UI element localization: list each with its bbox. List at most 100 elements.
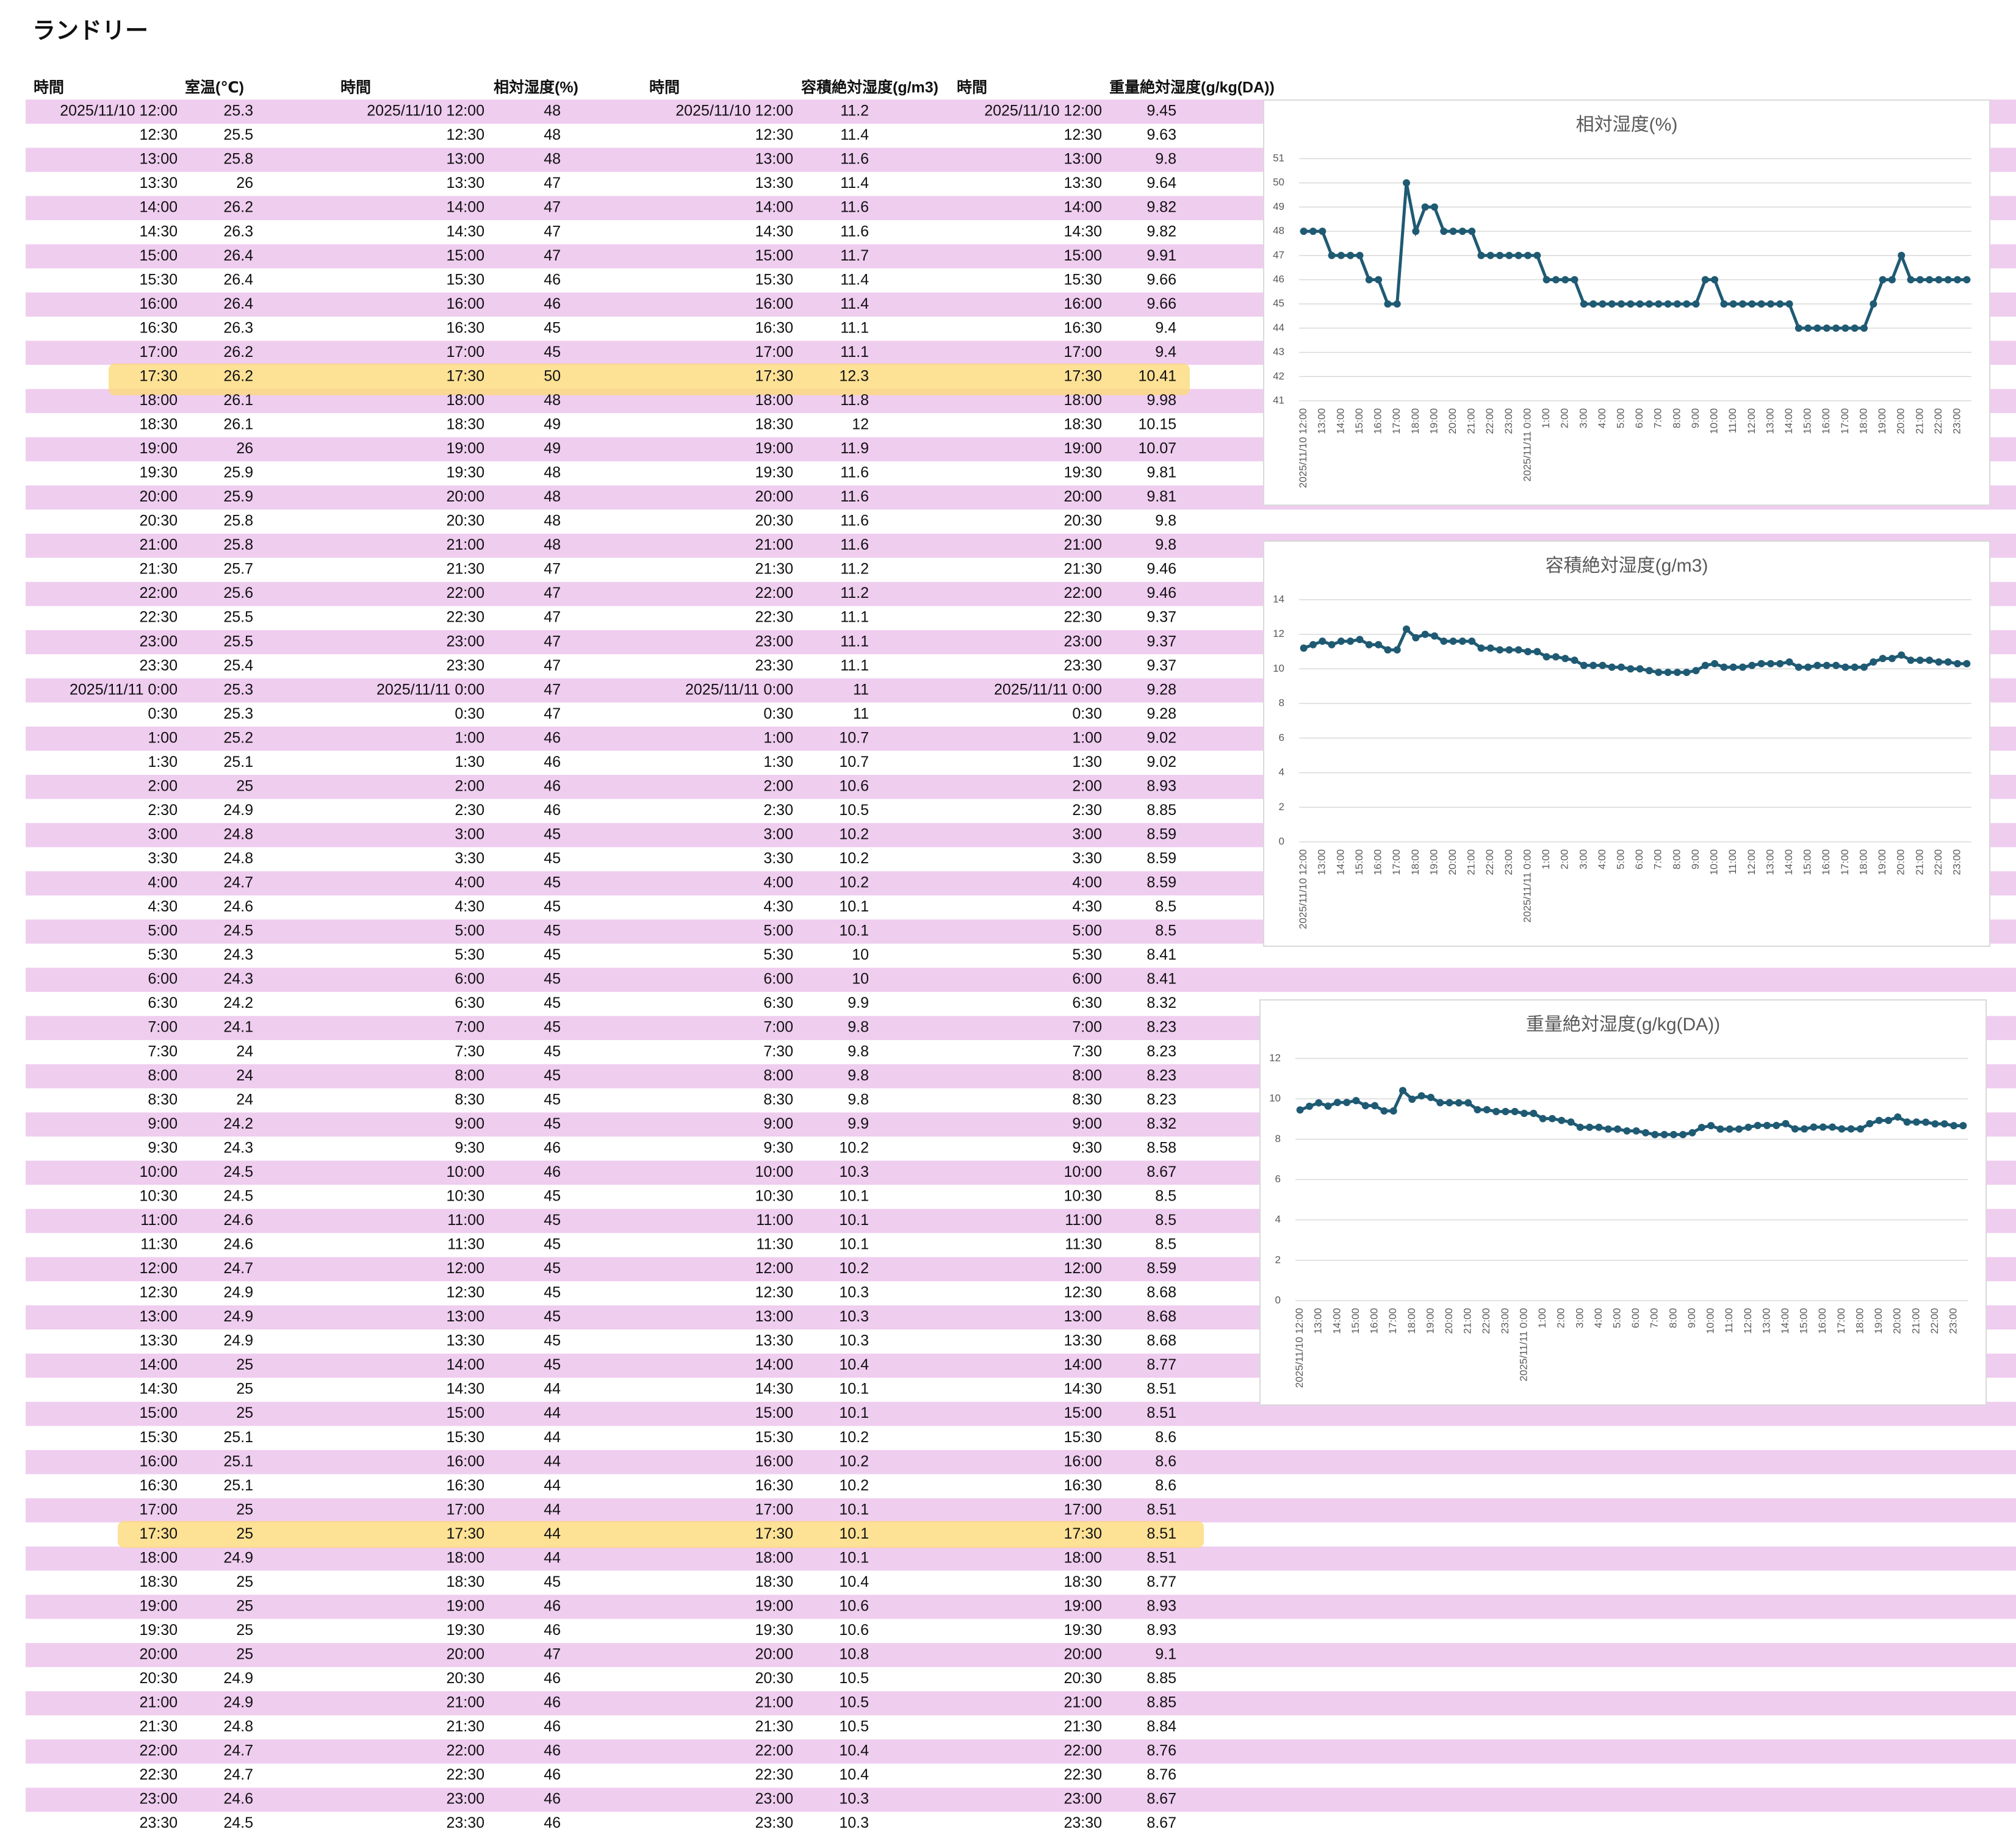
data-point [1664, 300, 1672, 308]
data-point [1903, 1118, 1911, 1126]
cell: 20:30 [139, 1670, 178, 1687]
data-point [1514, 646, 1522, 654]
cell: 9.45 [1147, 102, 1176, 120]
cell: 10:00 [755, 1163, 793, 1180]
data-point [1898, 251, 1906, 259]
cell: 7:30 [763, 1043, 793, 1060]
cell: 8.67 [1147, 1814, 1176, 1831]
cell: 11.4 [840, 174, 869, 192]
cell: 12:00 [755, 1260, 793, 1277]
x-tick-label: 13:00 [1316, 849, 1328, 875]
y-tick-label: 46 [1273, 273, 1284, 285]
cell: 2025/11/11 0:00 [685, 681, 793, 698]
cell: 25.3 [223, 102, 253, 120]
cell: 24.6 [223, 1212, 253, 1229]
cell: 26.4 [223, 247, 253, 264]
data-point [1296, 1106, 1304, 1114]
x-tick-label: 16:00 [1820, 408, 1832, 434]
cell: 11.1 [840, 343, 869, 361]
x-tick-label: 6:00 [1633, 849, 1645, 869]
cell: 18:00 [139, 392, 178, 409]
data-point [1608, 663, 1616, 671]
data-point [1757, 659, 1765, 667]
cell: 23:00 [446, 633, 484, 650]
cell: 3:30 [763, 850, 793, 867]
cell: 8:30 [763, 1091, 793, 1108]
sheet-title: ランドリー [32, 18, 148, 44]
x-tick-label: 8:00 [1671, 408, 1682, 428]
cell: 24.5 [223, 1187, 253, 1204]
cell: 25 [236, 1501, 253, 1518]
x-tick-label: 8:00 [1671, 849, 1682, 869]
cell: 11:30 [756, 1236, 793, 1253]
cell: 25.3 [223, 681, 253, 698]
x-tick-label: 1:00 [1540, 408, 1552, 428]
cell: 17:00 [446, 343, 484, 361]
cell: 25.5 [223, 126, 253, 143]
cell: 25.9 [223, 464, 253, 481]
cell: 46 [544, 1766, 561, 1783]
cell: 19:00 [446, 1597, 484, 1614]
cell: 7:00 [455, 1019, 484, 1036]
cell: 9.66 [1147, 271, 1176, 288]
data-point [1347, 638, 1355, 645]
cell: 1:30 [455, 753, 484, 771]
cell: 8.23 [1147, 1043, 1176, 1060]
data-point [1561, 655, 1569, 663]
data-point [1365, 641, 1373, 648]
cell: 8.6 [1155, 1429, 1176, 1446]
cell: 22:00 [139, 584, 178, 602]
cell: 11.8 [840, 392, 869, 409]
cell: 9:30 [148, 1139, 178, 1156]
cell: 10.3 [839, 1814, 869, 1831]
y-tick-label: 49 [1273, 201, 1284, 212]
x-tick-label: 14:00 [1334, 408, 1346, 434]
x-tick-label: 6:00 [1633, 408, 1645, 428]
cell: 4:30 [148, 898, 178, 915]
cell: 8.5 [1155, 898, 1176, 915]
x-tick-label: 15:00 [1798, 1308, 1810, 1334]
row-band [26, 968, 2016, 992]
data-point [1505, 251, 1513, 259]
data-point [1412, 228, 1420, 235]
data-point [1791, 1125, 1799, 1133]
x-tick-label: 3:00 [1577, 408, 1589, 428]
cell: 4:30 [455, 898, 484, 915]
data-point [1543, 653, 1550, 661]
x-tick-label: 9:00 [1690, 408, 1701, 428]
x-tick-label: 11:00 [1727, 408, 1738, 433]
cell: 11.6 [840, 512, 869, 530]
cell: 8.77 [1147, 1356, 1176, 1373]
row-band [26, 1691, 2016, 1715]
data-point [1866, 1119, 1874, 1127]
cell: 10.7 [839, 753, 869, 771]
cell: 9.91 [1147, 247, 1176, 264]
cell: 8:30 [148, 1091, 178, 1108]
cell: 10.1 [839, 1501, 869, 1518]
cell: 1:00 [455, 729, 484, 746]
y-tick-label: 44 [1273, 322, 1284, 333]
cell: 8.51 [1147, 1501, 1176, 1518]
x-tick-label: 14:00 [1334, 849, 1346, 875]
x-tick-label: 10:00 [1708, 408, 1720, 434]
column-header: 時間 [957, 79, 987, 96]
data-point [1819, 1123, 1827, 1131]
cell: 45 [544, 994, 561, 1011]
cell: 6:30 [763, 994, 793, 1011]
y-tick-label: 2 [1279, 801, 1284, 813]
row-band [26, 1643, 2016, 1667]
cell: 18:30 [139, 415, 178, 433]
row-band [26, 1595, 2016, 1619]
cell: 24.8 [223, 850, 253, 867]
cell: 15:00 [755, 247, 793, 264]
data-point [1645, 300, 1653, 308]
data-point [1660, 1130, 1668, 1138]
cell: 10.2 [839, 1260, 869, 1277]
data-point [1496, 251, 1504, 259]
cell: 9.8 [1155, 151, 1176, 168]
data-point [1533, 648, 1541, 656]
x-tick-label: 15:00 [1350, 1308, 1361, 1334]
data-point [1804, 324, 1812, 332]
cell: 20:00 [755, 1646, 793, 1663]
data-point [1776, 300, 1784, 308]
